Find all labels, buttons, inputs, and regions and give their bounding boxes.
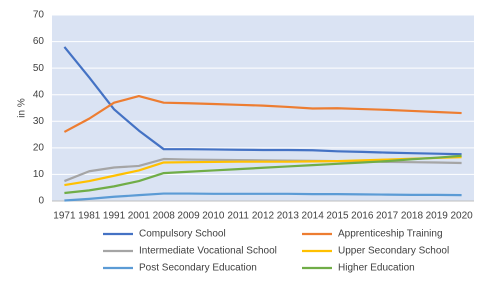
legend-label: Apprenticeship Training [338, 229, 443, 240]
y-tick-label: 20 [33, 142, 45, 153]
series-line [63, 46, 462, 156]
x-tick-label: 2019 [426, 211, 449, 222]
series-line [63, 94, 462, 133]
plot-area [52, 15, 474, 201]
x-tick-label: 2009 [177, 211, 200, 222]
x-tick-label: 2008 [153, 211, 176, 222]
x-tick-label: 2015 [326, 211, 349, 222]
x-tick-label: 2001 [128, 211, 151, 222]
series-line [64, 157, 462, 183]
y-tick-label: 40 [33, 89, 45, 100]
x-tick-label: 2010 [202, 211, 225, 222]
legend-label: Post Secondary Education [139, 263, 257, 274]
x-tick-label: 2017 [376, 211, 399, 222]
x-tick-label: 1981 [78, 211, 101, 222]
legend-label: Compulsory School [139, 229, 226, 240]
x-tick-label: 2016 [351, 211, 374, 222]
x-tick-label: 1971 [53, 211, 76, 222]
legend-label: Upper Secondary School [338, 246, 449, 257]
x-tick-label: 2014 [302, 211, 325, 222]
y-tick-label: 0 [38, 196, 44, 207]
y-tick-label: 60 [33, 36, 45, 47]
series-line [64, 192, 462, 202]
y-tick-label: 30 [33, 116, 45, 127]
x-tick-label: 2020 [450, 211, 473, 222]
y-tick-label: 70 [33, 10, 45, 21]
x-tick-label: 2012 [252, 211, 275, 222]
y-tick-label: 50 [33, 63, 45, 74]
x-tick-label: 1991 [103, 211, 126, 222]
series-line [64, 156, 462, 187]
x-tick-label: 2011 [227, 211, 249, 222]
legend-label: Higher Education [338, 263, 415, 274]
y-tick-label: 10 [33, 169, 45, 180]
x-tick-label: 2013 [277, 211, 300, 222]
x-tick-label: 2018 [401, 211, 424, 222]
legend-label: Intermediate Vocational School [139, 246, 277, 257]
series-line [64, 154, 462, 195]
y-axis-label: in % [17, 98, 28, 118]
